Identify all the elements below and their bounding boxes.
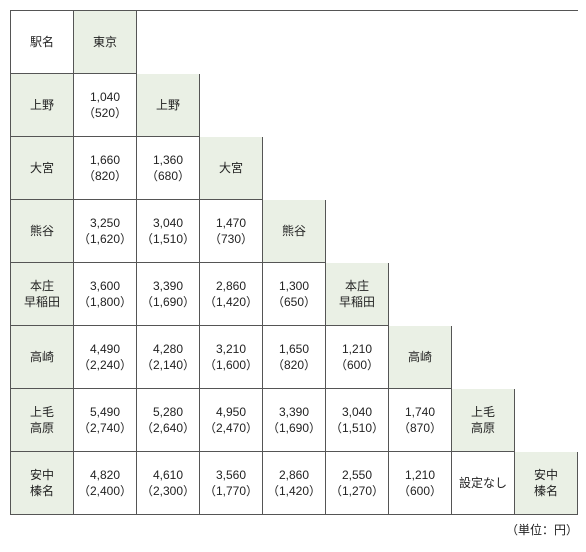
fare-cell-3-1: 3,250（1,620） bbox=[74, 200, 137, 263]
fare-cell-6-4: 3,390（1,690） bbox=[263, 389, 326, 452]
fare-cell-2-2: 1,360（680） bbox=[137, 137, 200, 200]
fare-cell-6-3: 4,950（2,470） bbox=[200, 389, 263, 452]
station-header-left-5: 高崎 bbox=[11, 326, 74, 389]
station-header-left-3: 熊谷 bbox=[11, 200, 74, 263]
fare-cell-5-1: 4,490（2,240） bbox=[74, 326, 137, 389]
station-header-left-2: 大宮 bbox=[11, 137, 74, 200]
fare-cell-2-1: 1,660（820） bbox=[74, 137, 137, 200]
station-header-diag-3: 熊谷 bbox=[263, 200, 326, 263]
fare-cell-6-5: 3,040（1,510） bbox=[326, 389, 389, 452]
fare-cell-7-4: 2,860（1,420） bbox=[263, 452, 326, 515]
station-header-left-7: 安中榛名 bbox=[11, 452, 74, 515]
fare-cell-6-1: 5,490（2,740） bbox=[74, 389, 137, 452]
station-header-diag-6: 上毛高原 bbox=[452, 389, 515, 452]
fare-cell-7-1: 4,820（2,400） bbox=[74, 452, 137, 515]
empty-cell bbox=[515, 326, 578, 389]
station-header-diag-4: 本庄早稲田 bbox=[326, 263, 389, 326]
empty-cell bbox=[515, 11, 578, 74]
empty-cell bbox=[389, 200, 452, 263]
station-header-diag-5: 高崎 bbox=[389, 326, 452, 389]
empty-cell bbox=[452, 11, 515, 74]
fare-cell-7-3: 3,560（1,770） bbox=[200, 452, 263, 515]
fare-cell-7-5: 2,550（1,270） bbox=[326, 452, 389, 515]
empty-cell bbox=[452, 263, 515, 326]
empty-cell bbox=[263, 137, 326, 200]
empty-cell bbox=[263, 11, 326, 74]
empty-cell bbox=[452, 326, 515, 389]
station-header-left-4: 本庄早稲田 bbox=[11, 263, 74, 326]
unit-footnote: （単位：円） bbox=[10, 521, 578, 538]
fare-cell-4-4: 1,300（650） bbox=[263, 263, 326, 326]
corner-label: 駅名 bbox=[11, 11, 74, 74]
empty-cell bbox=[326, 11, 389, 74]
station-header-left-6: 上毛高原 bbox=[11, 389, 74, 452]
fare-cell-5-3: 3,210（1,600） bbox=[200, 326, 263, 389]
station-header-diag-7: 安中榛名 bbox=[515, 452, 578, 515]
empty-cell bbox=[515, 74, 578, 137]
fare-cell-4-3: 2,860（1,420） bbox=[200, 263, 263, 326]
empty-cell bbox=[137, 11, 200, 74]
fare-cell-3-3: 1,470（730） bbox=[200, 200, 263, 263]
empty-cell bbox=[515, 137, 578, 200]
empty-cell bbox=[389, 74, 452, 137]
fare-cell-4-1: 3,600（1,800） bbox=[74, 263, 137, 326]
fare-cell-1-1: 1,040（520） bbox=[74, 74, 137, 137]
fare-cell-4-2: 3,390（1,690） bbox=[137, 263, 200, 326]
empty-cell bbox=[452, 200, 515, 263]
fare-cell-5-4: 1,650（820） bbox=[263, 326, 326, 389]
empty-cell bbox=[452, 137, 515, 200]
station-header-diag-2: 大宮 bbox=[200, 137, 263, 200]
empty-cell bbox=[452, 74, 515, 137]
empty-cell bbox=[326, 74, 389, 137]
empty-cell bbox=[515, 389, 578, 452]
empty-cell bbox=[326, 137, 389, 200]
empty-cell bbox=[389, 11, 452, 74]
station-header-top-0: 東京 bbox=[74, 11, 137, 74]
empty-cell bbox=[200, 11, 263, 74]
fare-cell-6-2: 5,280（2,640） bbox=[137, 389, 200, 452]
fare-cell-6-6: 1,740（870） bbox=[389, 389, 452, 452]
empty-cell bbox=[200, 74, 263, 137]
fare-cell-7-7: 設定なし bbox=[452, 452, 515, 515]
fare-cell-5-2: 4,280（2,140） bbox=[137, 326, 200, 389]
empty-cell bbox=[515, 200, 578, 263]
fare-cell-5-5: 1,210（600） bbox=[326, 326, 389, 389]
empty-cell bbox=[389, 137, 452, 200]
fare-triangle-table: 駅名東京上野1,040（520）上野大宮1,660（820）1,360（680）… bbox=[10, 10, 578, 515]
empty-cell bbox=[263, 74, 326, 137]
station-header-diag-1: 上野 bbox=[137, 74, 200, 137]
empty-cell bbox=[515, 263, 578, 326]
fare-cell-7-6: 1,210（600） bbox=[389, 452, 452, 515]
fare-cell-7-2: 4,610（2,300） bbox=[137, 452, 200, 515]
empty-cell bbox=[389, 263, 452, 326]
fare-cell-3-2: 3,040（1,510） bbox=[137, 200, 200, 263]
empty-cell bbox=[326, 200, 389, 263]
station-header-left-1: 上野 bbox=[11, 74, 74, 137]
